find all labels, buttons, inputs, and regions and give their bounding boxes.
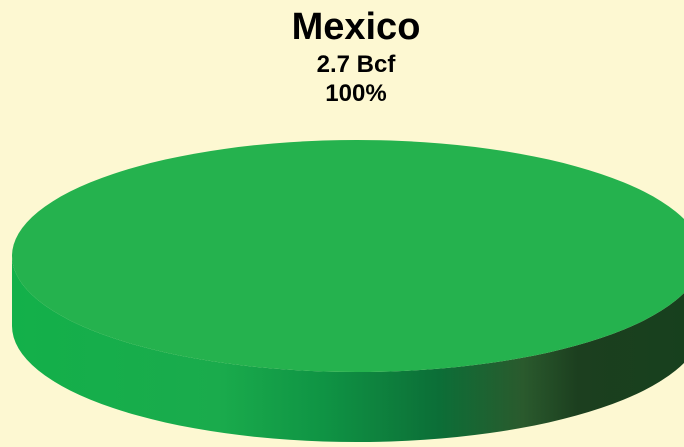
slice-percent-label: 100%	[325, 80, 387, 107]
pie-slice-mexico	[12, 140, 684, 372]
pie-slice-side-mexico	[12, 256, 684, 442]
slice-label-group: Mexico 2.7 Bcf 100%	[0, 4, 684, 108]
slice-label-mexico: Mexico	[291, 6, 421, 48]
slice-value-label: 2.7 Bcf	[316, 51, 396, 78]
